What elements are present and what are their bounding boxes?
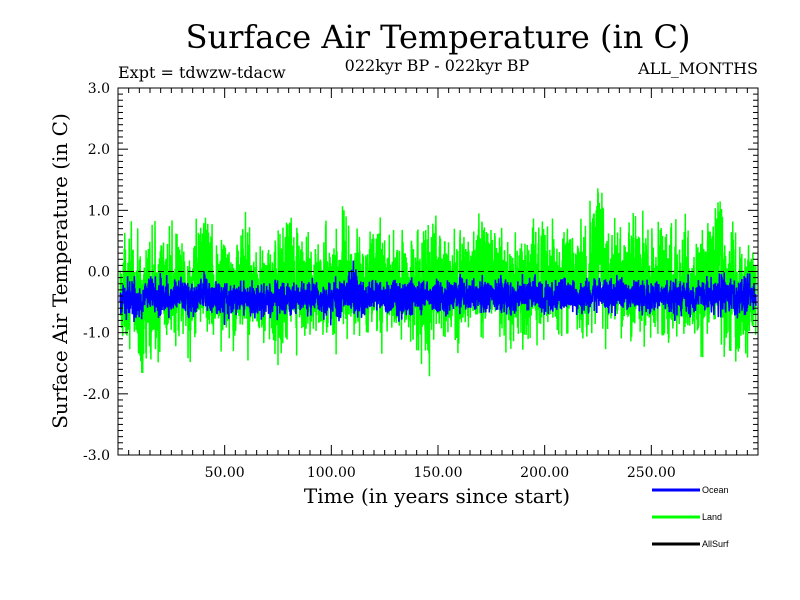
- y-tick-label: -2.0: [83, 387, 110, 403]
- chart-subtitle-left: Expt = tdwzw-tdacw: [118, 63, 286, 82]
- y-axis-label: Surface Air Temperature (in C): [48, 113, 72, 429]
- x-tick-label: 200.00: [520, 465, 569, 481]
- y-tick-label: -1.0: [83, 326, 110, 342]
- legend: Ocean Land AllSurf: [652, 485, 729, 549]
- x-tick-label: 150.00: [414, 465, 463, 481]
- x-axis-label: Time (in years since start): [304, 484, 570, 508]
- x-tick-label: 100.00: [307, 465, 356, 481]
- chart-subtitle-center: 022kyr BP - 022kyr BP: [345, 56, 530, 75]
- y-tick-label: 0.0: [88, 265, 110, 281]
- legend-label-ocean: Ocean: [702, 485, 729, 495]
- legend-label-land: Land: [702, 512, 722, 522]
- chart-title: Surface Air Temperature (in C): [186, 18, 691, 56]
- plot-area: [117, 87, 759, 456]
- axis-ticks: 50.00 100.00 150.00 200.00 250.00 -3.0 -2.0 -1.…: [83, 81, 758, 481]
- chart-subtitle-right: ALL_MONTHS: [637, 59, 758, 78]
- y-tick-label: 1.0: [88, 203, 110, 219]
- x-tick-label: 50.00: [205, 465, 245, 481]
- legend-label-allsurf: AllSurf: [702, 539, 729, 549]
- y-tick-label: 2.0: [88, 142, 110, 158]
- y-tick-label: -3.0: [83, 448, 110, 464]
- series-line-ocean: [119, 260, 757, 326]
- y-tick-label: 3.0: [88, 81, 110, 97]
- x-tick-label: 250.00: [627, 465, 676, 481]
